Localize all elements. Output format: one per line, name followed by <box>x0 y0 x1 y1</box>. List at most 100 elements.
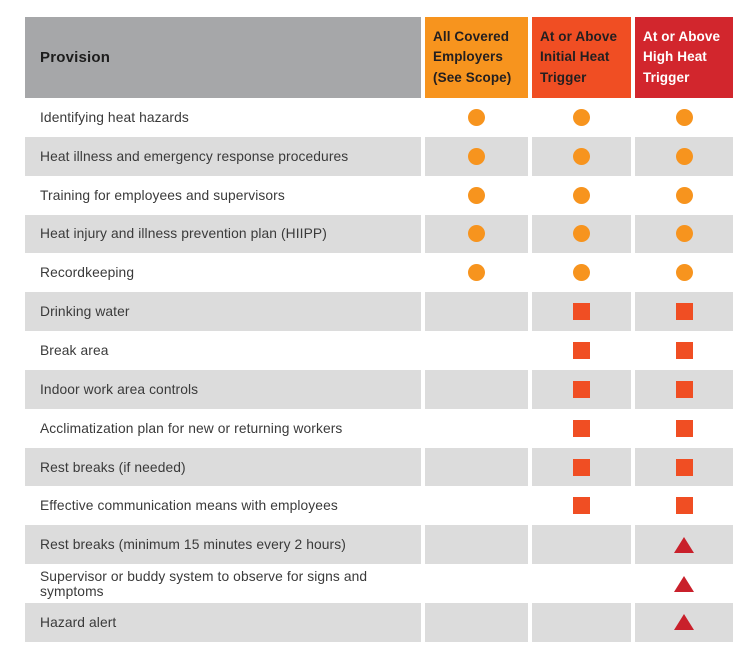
provision-label: Identifying heat hazards <box>40 109 189 125</box>
header-all-covered-employers: All Covered Employers (See Scope) <box>425 17 528 98</box>
table-row: Recordkeeping <box>25 253 733 292</box>
table-row: Acclimatization plan for new or returnin… <box>25 409 733 448</box>
circle-marker-icon <box>573 264 590 282</box>
triangle-marker-icon <box>674 614 694 631</box>
provision-label: Heat illness and emergency response proc… <box>25 136 421 176</box>
circle-marker-icon <box>468 225 485 243</box>
circle-marker-icon <box>573 108 590 126</box>
marker-cell <box>532 525 631 565</box>
circle-marker-icon <box>468 186 485 204</box>
provision-label: Indoor work area controls <box>25 369 421 409</box>
circle-marker-icon <box>675 186 693 204</box>
square-marker-icon <box>573 419 590 437</box>
square-marker-icon <box>675 303 693 321</box>
marker-cell <box>425 214 528 254</box>
marker-cell <box>425 292 528 332</box>
table-header-row: Provision All Covered Employers (See Sco… <box>25 17 733 98</box>
marker-cell <box>532 176 631 215</box>
square-marker-icon <box>573 380 590 398</box>
table-row: Heat illness and emergency response proc… <box>25 136 733 176</box>
provision-label: Recordkeeping <box>40 265 135 281</box>
provision-label: Hazard alert <box>25 602 421 642</box>
triangle-marker-icon <box>674 536 694 553</box>
marker-cell <box>635 447 733 487</box>
marker-cell <box>635 253 733 292</box>
marker-cell <box>425 253 528 292</box>
marker-cell <box>425 98 528 137</box>
marker-cell <box>425 176 528 215</box>
marker-cell <box>635 602 733 642</box>
marker-cell <box>532 602 631 642</box>
table-row: Hazard alert <box>25 602 733 642</box>
marker-cell <box>425 409 528 448</box>
marker-cell <box>635 564 733 603</box>
table-row: Rest breaks (if needed) <box>25 447 733 487</box>
circle-marker-icon <box>573 225 590 243</box>
circle-marker-icon <box>573 147 590 165</box>
provision-label: Drinking water <box>25 292 421 332</box>
circle-marker-icon <box>573 186 590 204</box>
table-row: Heat injury and illness prevention plan … <box>25 214 733 254</box>
triangle-marker-icon <box>674 575 694 592</box>
header-all-covered-employers-label: All Covered Employers (See Scope) <box>433 29 512 85</box>
circle-marker-icon <box>675 264 693 282</box>
square-marker-icon <box>675 419 693 437</box>
marker-cell <box>532 98 631 137</box>
circle-marker-icon <box>468 264 485 282</box>
marker-cell <box>532 253 631 292</box>
circle-marker-icon <box>468 108 485 126</box>
provision-label: Break area <box>40 342 109 358</box>
provision-label: Acclimatization plan for new or returnin… <box>40 420 343 436</box>
marker-cell <box>425 136 528 176</box>
marker-cell <box>635 176 733 215</box>
marker-cell <box>532 369 631 409</box>
circle-marker-icon <box>468 147 485 165</box>
marker-cell <box>532 214 631 254</box>
square-marker-icon <box>573 303 590 321</box>
marker-cell <box>635 409 733 448</box>
square-marker-icon <box>573 497 590 515</box>
marker-cell <box>425 369 528 409</box>
square-marker-icon <box>675 341 693 359</box>
table-row: Training for employees and supervisors <box>25 176 733 215</box>
marker-cell <box>532 292 631 332</box>
table-row: Drinking water <box>25 292 733 332</box>
square-marker-icon <box>573 458 590 476</box>
marker-cell <box>532 409 631 448</box>
marker-cell <box>532 136 631 176</box>
header-high-heat-trigger-label: At or Above High Heat Trigger <box>643 29 721 85</box>
square-marker-icon <box>675 380 693 398</box>
provision-label: Rest breaks (minimum 15 minutes every 2 … <box>25 525 421 565</box>
marker-cell <box>635 214 733 254</box>
marker-cell <box>425 525 528 565</box>
header-high-heat-trigger: At or Above High Heat Trigger <box>635 17 733 98</box>
marker-cell <box>635 292 733 332</box>
marker-cell <box>532 447 631 487</box>
marker-cell <box>532 486 631 525</box>
marker-cell <box>425 564 528 603</box>
circle-marker-icon <box>675 225 693 243</box>
provision-label: Rest breaks (if needed) <box>25 447 421 487</box>
header-provision: Provision <box>25 17 421 98</box>
circle-marker-icon <box>675 147 693 165</box>
marker-cell <box>635 331 733 370</box>
circle-marker-icon <box>675 108 693 126</box>
marker-cell <box>532 564 631 603</box>
square-marker-icon <box>675 458 693 476</box>
provision-label: Heat injury and illness prevention plan … <box>25 214 421 254</box>
marker-cell <box>635 98 733 137</box>
provision-label: Effective communication means with emplo… <box>40 498 338 514</box>
table-row: Identifying heat hazards <box>25 98 733 137</box>
marker-cell <box>425 447 528 487</box>
table-row: Break area <box>25 331 733 370</box>
marker-cell <box>532 331 631 370</box>
marker-cell <box>635 486 733 525</box>
marker-cell <box>425 486 528 525</box>
marker-cell <box>635 525 733 565</box>
provision-label: Supervisor or buddy system to observe fo… <box>40 568 368 599</box>
table-row: Effective communication means with emplo… <box>25 486 733 525</box>
marker-cell <box>635 369 733 409</box>
heat-provisions-table: Provision All Covered Employers (See Sco… <box>25 17 733 642</box>
table-body: Identifying heat hazards Heat illness and… <box>25 98 733 642</box>
